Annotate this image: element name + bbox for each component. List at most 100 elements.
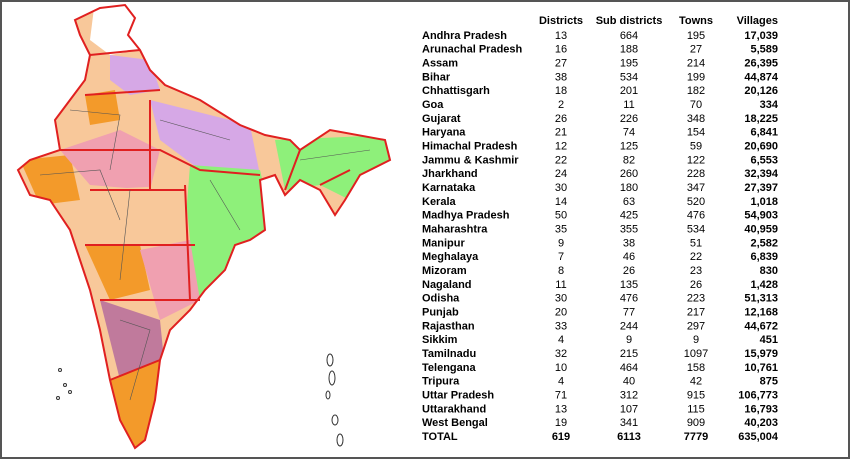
cell: 4 <box>558 334 564 346</box>
row-label: Uttarakhand <box>422 403 486 415</box>
cell: 38 <box>555 71 567 83</box>
cell: 215 <box>620 348 638 360</box>
cell: 9 <box>693 334 699 346</box>
row-label: Telengana <box>422 362 476 374</box>
cell: 16,793 <box>744 403 778 415</box>
row-label: Goa <box>422 99 444 111</box>
cell: 244 <box>620 320 638 332</box>
cell: 425 <box>620 210 638 222</box>
cell: 38 <box>623 237 635 249</box>
cell: 27 <box>555 58 567 70</box>
district-borders <box>39 109 371 401</box>
cell: 476 <box>687 210 705 222</box>
cell: 54,903 <box>744 210 778 222</box>
cell: 20 <box>555 306 567 318</box>
cell: 355 <box>620 223 638 235</box>
row-label: Madhya Pradesh <box>422 210 510 222</box>
cell: 226 <box>620 113 638 125</box>
cell: 20,690 <box>744 141 778 153</box>
cell: 10,761 <box>744 362 778 374</box>
row-label: Jharkhand <box>422 168 478 180</box>
cell: 188 <box>620 44 638 56</box>
cell: 534 <box>620 71 638 83</box>
cell: 182 <box>687 85 705 97</box>
state-borders <box>17 4 391 449</box>
cell: 228 <box>687 168 705 180</box>
row-label: Manipur <box>422 237 465 249</box>
cell: 6,839 <box>750 251 778 263</box>
cell: 2,582 <box>750 237 778 249</box>
cell: 51 <box>690 237 702 249</box>
row-label: Rajasthan <box>422 320 475 332</box>
cell: 22 <box>555 154 567 166</box>
cell: 23 <box>690 265 702 277</box>
cell: 476 <box>620 293 638 305</box>
cell: 33 <box>555 320 567 332</box>
row-label: Chhattisgarh <box>422 85 490 97</box>
row-label: Arunachal Pradesh <box>422 44 523 56</box>
cell: 664 <box>620 30 638 42</box>
cell: 534 <box>687 223 705 235</box>
cell: 19 <box>555 417 567 429</box>
cell: 24 <box>555 168 567 180</box>
cell: 635,004 <box>738 431 779 443</box>
row-label: Uttar Pradesh <box>422 389 494 401</box>
cell: 5,589 <box>750 44 778 56</box>
row-label: Odisha <box>422 293 460 305</box>
cell: 334 <box>760 99 779 111</box>
cell: 40,203 <box>744 417 778 429</box>
cell: 77 <box>623 306 635 318</box>
cell: 875 <box>760 376 778 388</box>
cell: 18,225 <box>744 113 778 125</box>
cell: 32,394 <box>744 168 779 180</box>
cell: 12,168 <box>744 306 778 318</box>
cell: 59 <box>690 141 702 153</box>
row-label: Maharashtra <box>422 223 488 235</box>
cell: 26 <box>690 279 702 291</box>
cell: 13 <box>555 30 567 42</box>
cell: 26 <box>623 265 635 277</box>
row-label: Tripura <box>422 376 460 388</box>
cell: 115 <box>687 403 705 415</box>
cell: 107 <box>620 403 638 415</box>
cell: 32 <box>555 348 567 360</box>
cell: 214 <box>687 58 705 70</box>
cell: 40 <box>623 376 635 388</box>
column-header: Sub districts <box>596 15 663 27</box>
row-label: Haryana <box>422 127 466 139</box>
row-label: Karnataka <box>422 182 476 194</box>
cell: 27,397 <box>744 182 778 194</box>
cell: 297 <box>687 320 705 332</box>
cell: 201 <box>620 85 638 97</box>
cell: 21 <box>555 127 567 139</box>
cell: 106,773 <box>738 389 778 401</box>
cell: 909 <box>687 417 705 429</box>
cell: 50 <box>555 210 567 222</box>
row-label: Himachal Pradesh <box>422 141 518 153</box>
cell: 464 <box>620 362 638 374</box>
cell: 17,039 <box>744 30 778 42</box>
cell: 4 <box>558 376 564 388</box>
cell: 180 <box>620 182 638 194</box>
cell: 9 <box>558 237 564 249</box>
row-label: Andhra Pradesh <box>422 30 507 42</box>
cell: 20,126 <box>744 85 778 97</box>
cell: 18 <box>555 85 567 97</box>
cell: 40,959 <box>744 223 778 235</box>
cell: 125 <box>620 141 638 153</box>
cell: 195 <box>687 30 705 42</box>
cell: 830 <box>760 265 778 277</box>
row-label: Bihar <box>422 71 451 83</box>
cell: 154 <box>687 127 705 139</box>
cell: 135 <box>620 279 638 291</box>
cell: 13 <box>555 403 567 415</box>
cell: 1,018 <box>750 196 778 208</box>
cell: 6,553 <box>750 154 778 166</box>
cell: 1,428 <box>750 279 778 291</box>
cell: 451 <box>760 334 778 346</box>
cell: 1097 <box>684 348 708 360</box>
row-label: Nagaland <box>422 279 472 291</box>
cell: 223 <box>687 293 705 305</box>
cell: 199 <box>687 71 705 83</box>
